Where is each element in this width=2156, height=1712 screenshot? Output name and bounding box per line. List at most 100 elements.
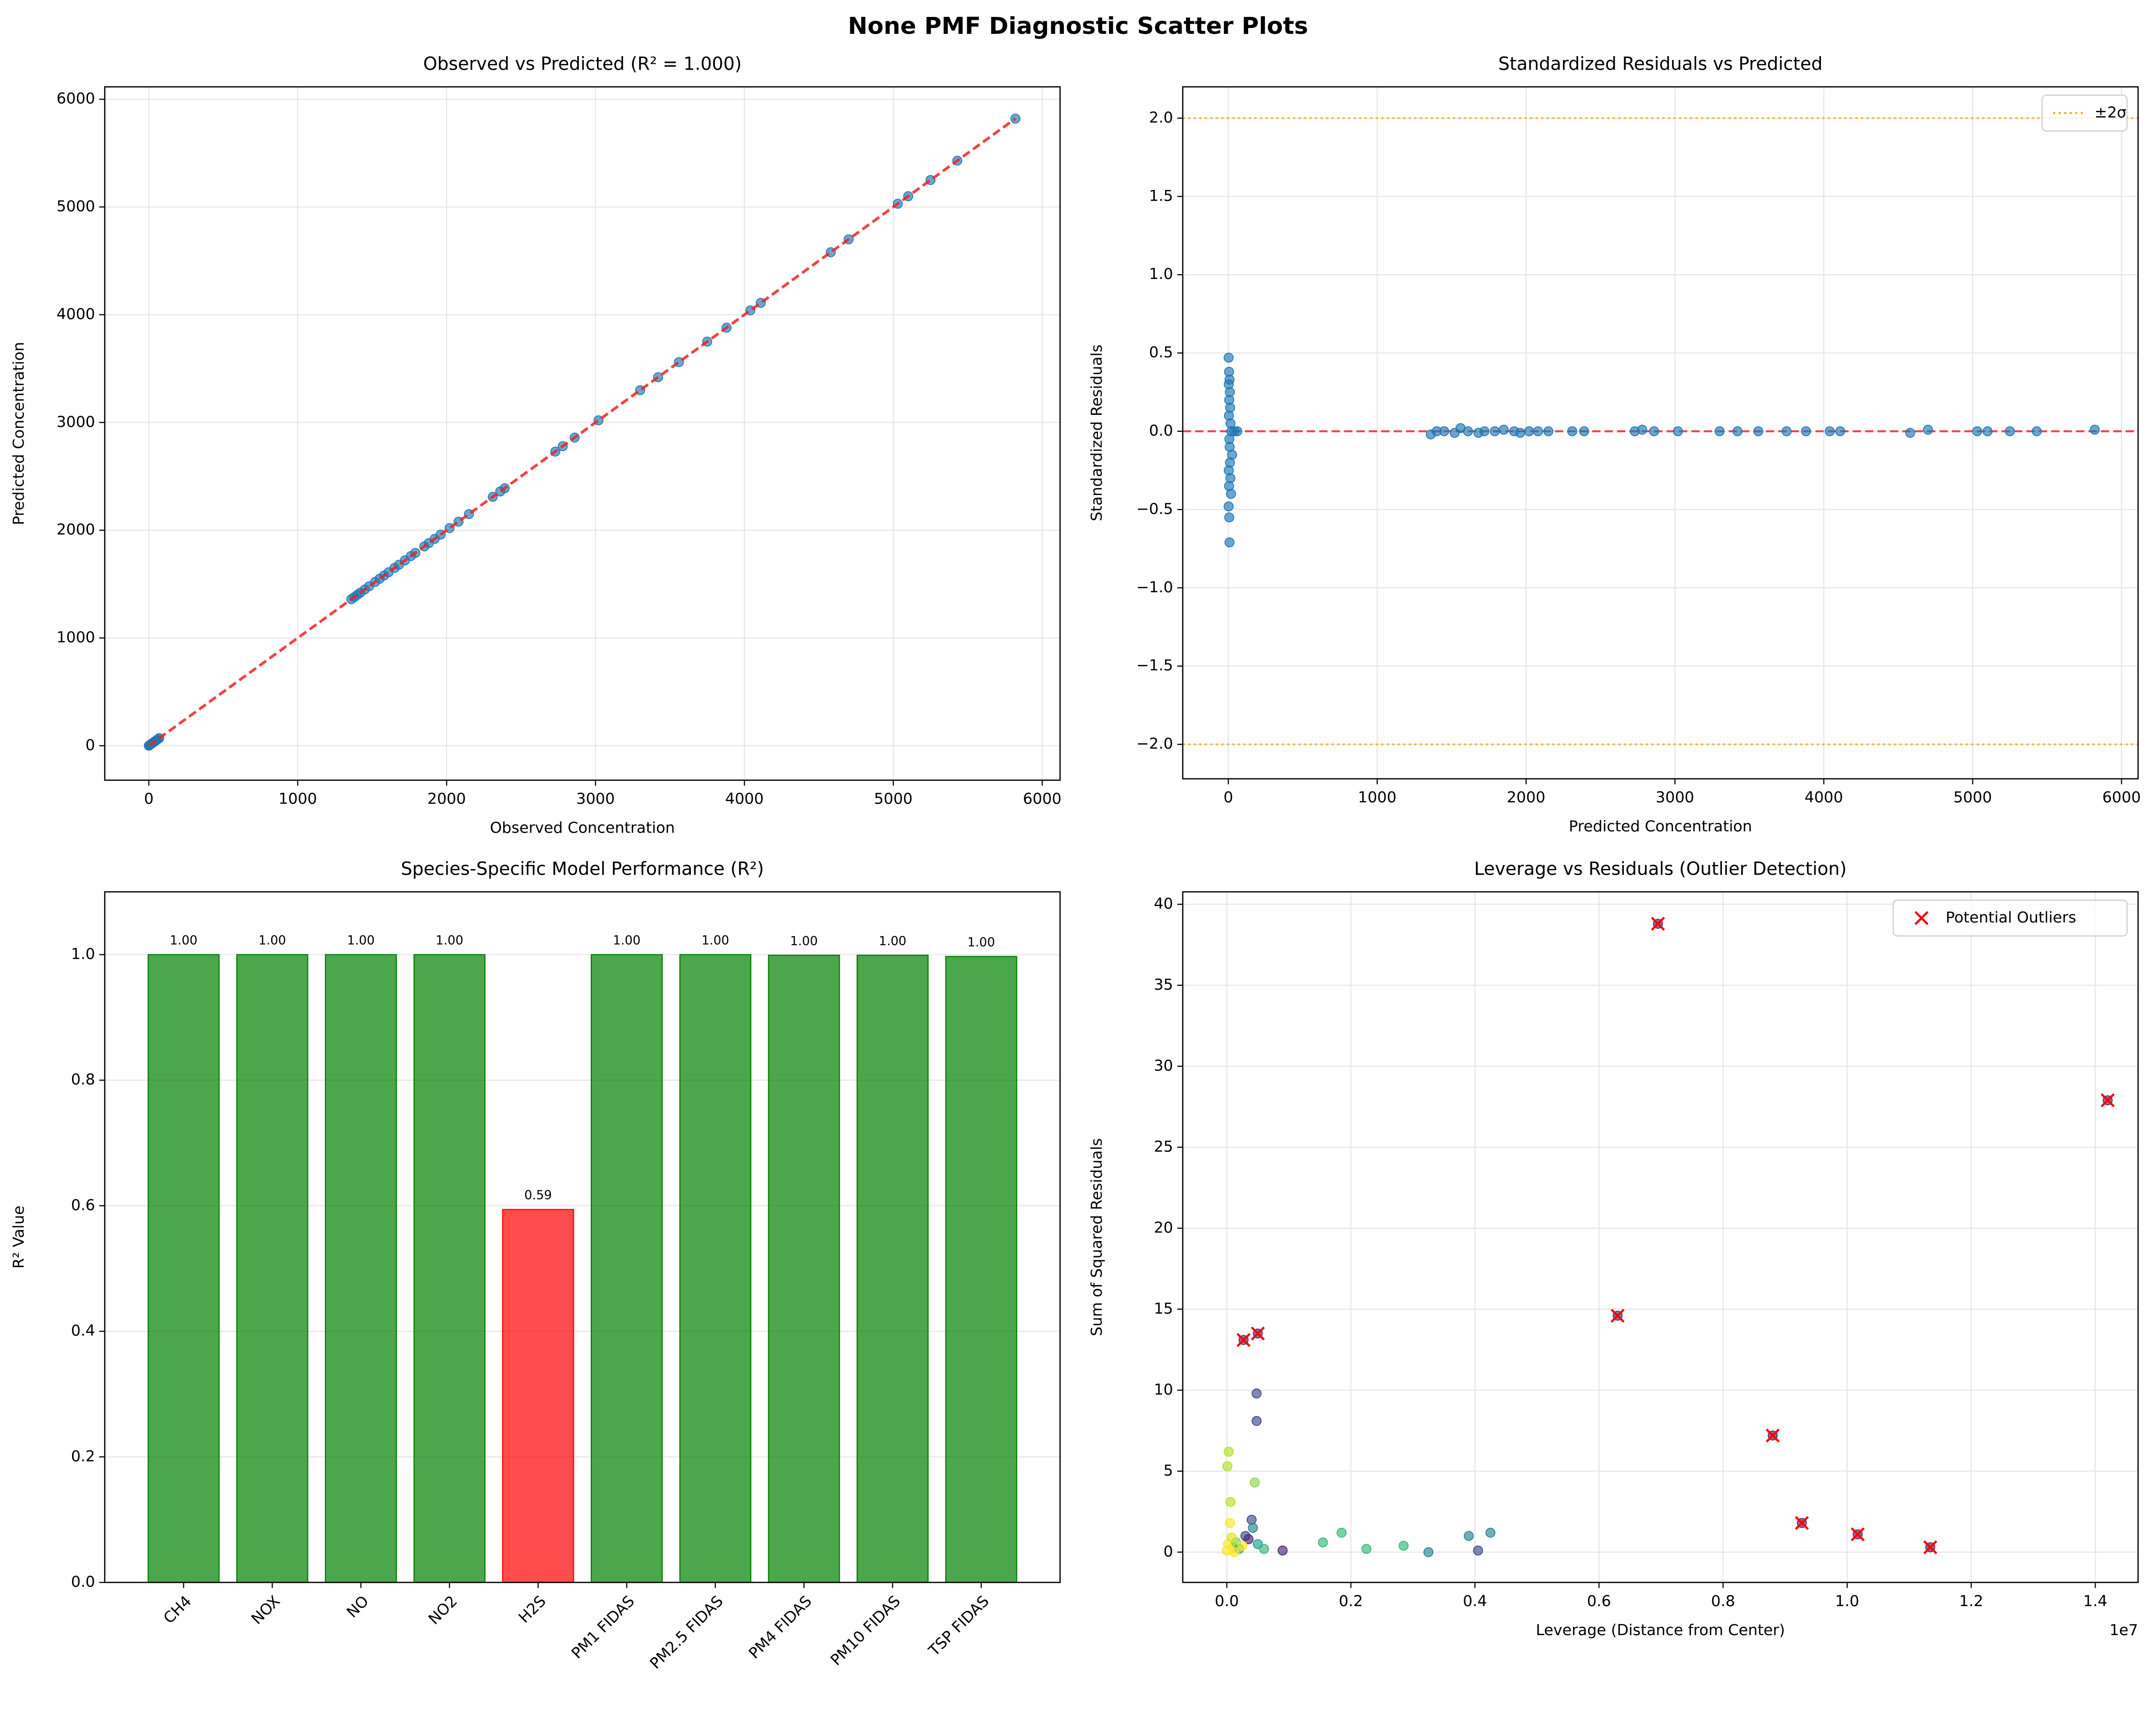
y-axis-label: R² Value	[10, 1206, 28, 1269]
point	[1243, 1534, 1254, 1544]
point	[1336, 1527, 1347, 1538]
outlier-marker	[1651, 917, 1665, 931]
point	[1250, 1478, 1260, 1488]
legend-box	[2041, 94, 2128, 132]
y-tick-label: 20	[1154, 1219, 1173, 1236]
y-tick-label: −2.0	[1136, 735, 1173, 753]
point	[1972, 426, 1982, 437]
y-tick-label: 15	[1154, 1300, 1173, 1317]
value-label: 0.59	[524, 1188, 552, 1203]
y-tick-label: 5000	[57, 198, 95, 215]
y-tick-label: 25	[1154, 1138, 1173, 1156]
y-tick-label: 0.2	[71, 1448, 95, 1465]
y-tick-label: 2.0	[1149, 109, 1173, 126]
y-tick-label: −1.5	[1136, 657, 1173, 674]
point	[1246, 1515, 1257, 1525]
y-tick-label: 0.0	[71, 1573, 95, 1591]
point	[1225, 1497, 1236, 1507]
value-label: 1.00	[613, 933, 641, 948]
point	[1224, 537, 1235, 548]
point	[1637, 424, 1647, 435]
point	[1318, 1537, 1328, 1548]
x-tick-label: 0.8	[1711, 1593, 1735, 1610]
value-label: 1.00	[259, 933, 286, 948]
x-tick-label: 1000	[278, 790, 317, 808]
outlier-marker	[1765, 1428, 1780, 1443]
legend-label: Potential Outliers	[1946, 909, 2076, 926]
bar	[413, 954, 486, 1583]
axes-title: Observed vs Predicted (R² = 1.000)	[423, 54, 742, 74]
point	[2005, 426, 2015, 437]
point	[1226, 489, 1236, 499]
value-label: 1.00	[170, 933, 197, 948]
y-tick-label: 0.0	[1149, 422, 1173, 439]
y-tick-label: 4000	[57, 306, 95, 323]
x-tick-label: 2000	[427, 790, 466, 808]
point	[1567, 426, 1577, 437]
x-tick-label: 0.4	[1463, 1593, 1487, 1610]
y-tick-label: 0.5	[1149, 344, 1173, 361]
point	[1237, 1540, 1248, 1551]
point	[1252, 1416, 1262, 1426]
point	[1485, 1527, 1496, 1538]
point	[1229, 1547, 1239, 1557]
point	[1222, 1461, 1233, 1472]
x-tick-label: 0	[144, 790, 154, 808]
axes-title: Leverage vs Residuals (Outlier Detection…	[1474, 859, 1847, 879]
y-tick-label: 0	[1164, 1543, 1173, 1560]
value-label: 1.00	[436, 933, 463, 948]
value-label: 1.00	[879, 934, 906, 949]
axes-frame	[104, 891, 1061, 1583]
axes-title: Species-Specific Model Performance (R²)	[401, 859, 764, 879]
point	[1489, 426, 1500, 437]
x-tick-label: 3000	[576, 790, 615, 808]
x-tick-label: 1.4	[2083, 1593, 2107, 1610]
bar	[945, 956, 1018, 1583]
axes-frame	[1182, 86, 2139, 780]
point	[1801, 426, 1811, 437]
legend-label: ±2σ	[2095, 104, 2127, 121]
y-axis-label: Predicted Concentration	[10, 342, 28, 525]
point	[1923, 424, 1933, 435]
y-tick-label: 0	[86, 736, 95, 754]
y-axis-label: Sum of Squared Residuals	[1088, 1138, 1106, 1336]
x-tick-label: 5000	[1953, 789, 1992, 806]
point	[1515, 427, 1525, 438]
outlier-marker	[1850, 1527, 1865, 1541]
point	[1479, 426, 1489, 437]
point	[1248, 1522, 1258, 1533]
point	[1232, 426, 1242, 437]
x-axis-label: Predicted Concentration	[1569, 818, 1752, 835]
y-tick-label: 1.0	[71, 945, 95, 963]
bar	[856, 954, 929, 1583]
y-tick-label: 30	[1154, 1057, 1173, 1074]
x-tick-label: 0.6	[1587, 1593, 1611, 1610]
x-offset-label: 1e7	[2110, 1622, 2138, 1639]
x-tick-label: 0.0	[1215, 1593, 1239, 1610]
point	[1524, 426, 1534, 437]
x-tick-label: 2000	[1507, 789, 1545, 806]
point	[1649, 426, 1660, 437]
x-tick-label: 4000	[725, 790, 764, 808]
bar	[679, 954, 752, 1583]
point	[1398, 1540, 1409, 1551]
x-tick-label: 6000	[2102, 789, 2141, 806]
point	[1543, 426, 1554, 437]
bar	[768, 954, 840, 1583]
y-tick-label: 0.4	[71, 1322, 95, 1340]
x-axis-label: Leverage (Distance from Center)	[1536, 1622, 1785, 1639]
point	[1732, 426, 1743, 437]
point	[1252, 1388, 1262, 1399]
outlier-marker	[1610, 1308, 1625, 1323]
legend-box	[1893, 899, 2128, 937]
y-tick-label: 10	[1154, 1381, 1173, 1398]
value-label: 1.00	[790, 934, 818, 949]
point	[1224, 501, 1234, 512]
x-axis-label: Observed Concentration	[490, 819, 675, 836]
value-label: 1.00	[967, 935, 995, 950]
bar	[147, 954, 220, 1583]
point	[1361, 1544, 1371, 1554]
point	[1905, 427, 1915, 438]
point	[1499, 424, 1509, 435]
x-tick-label: 1.2	[1959, 1593, 1983, 1610]
